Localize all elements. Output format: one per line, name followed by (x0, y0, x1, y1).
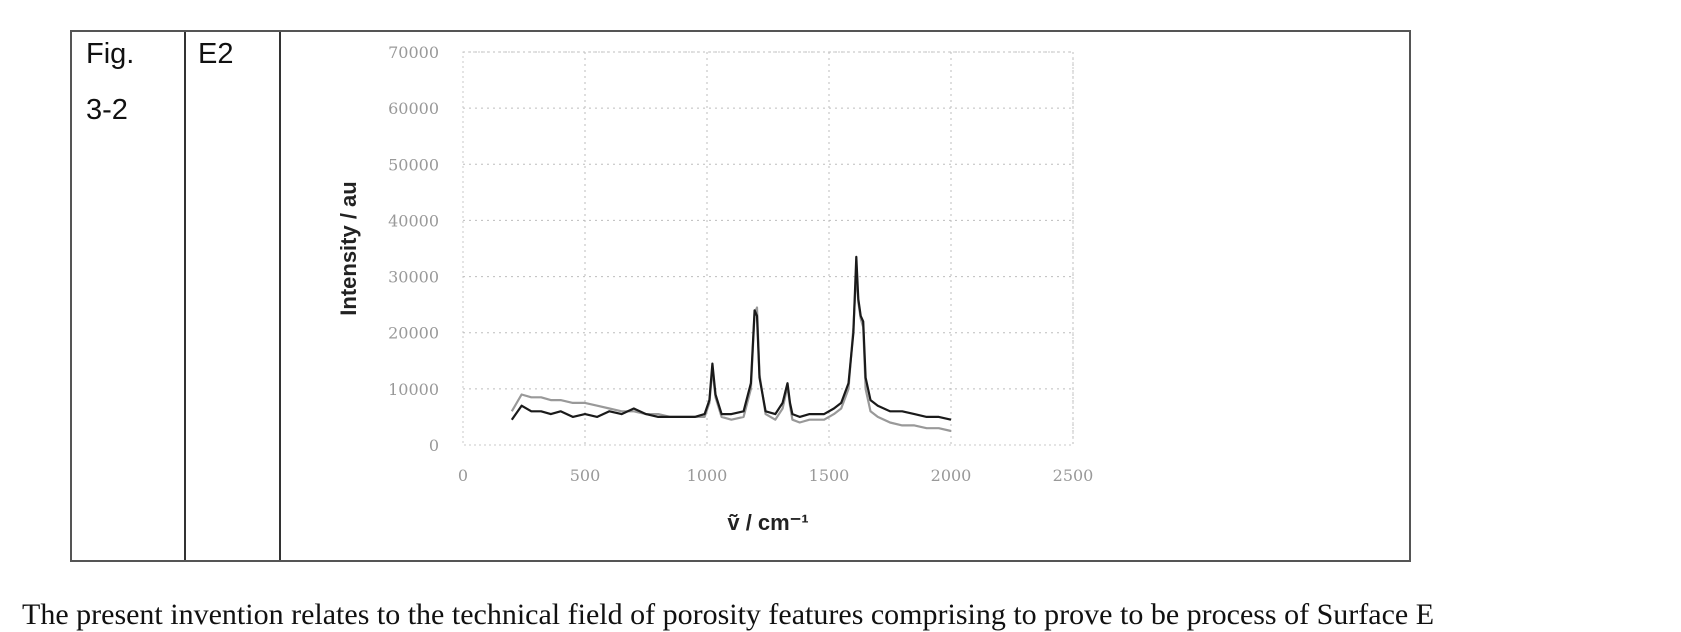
y-tick-label: 40000 (388, 211, 439, 230)
y-tick-label: 20000 (388, 324, 439, 343)
plot-area-border (463, 52, 1073, 445)
y-tick-label: 30000 (388, 268, 439, 287)
x-tick-label: 2500 (1053, 466, 1094, 485)
y-tick-label: 50000 (388, 155, 439, 174)
raman-spectrum-chart: 0 10000 20000 30000 40000 50000 60000 70000 0 500… (0, 0, 1681, 600)
y-tick-label: 60000 (388, 99, 439, 118)
x-tick-label: 1500 (809, 466, 850, 485)
y-tick-label: 70000 (388, 43, 439, 62)
x-tick-label: 2000 (931, 466, 972, 485)
series-line (512, 271, 951, 431)
y-axis-title: Intensity / au (336, 181, 361, 315)
y-tick-label: 10000 (388, 380, 439, 399)
x-tick-label: 1000 (687, 466, 728, 485)
x-axis-title: ṽ / cm⁻¹ (727, 510, 808, 535)
caption-text: The present invention relates to the tec… (22, 598, 1434, 632)
series-line (512, 257, 951, 420)
x-tick-label: 0 (458, 466, 468, 485)
x-tick-label: 500 (570, 466, 601, 485)
y-tick-label: 0 (429, 436, 439, 455)
